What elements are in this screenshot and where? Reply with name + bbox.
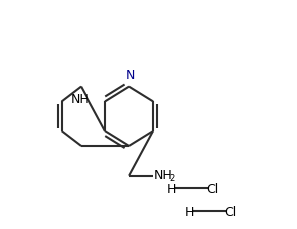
Text: NH: NH <box>154 168 173 181</box>
Text: H: H <box>167 182 176 195</box>
Text: 2: 2 <box>170 173 175 182</box>
Text: N: N <box>126 68 135 82</box>
Text: Cl: Cl <box>206 182 219 195</box>
Text: NH: NH <box>71 93 89 106</box>
Text: H: H <box>185 205 194 218</box>
Text: Cl: Cl <box>225 205 237 218</box>
